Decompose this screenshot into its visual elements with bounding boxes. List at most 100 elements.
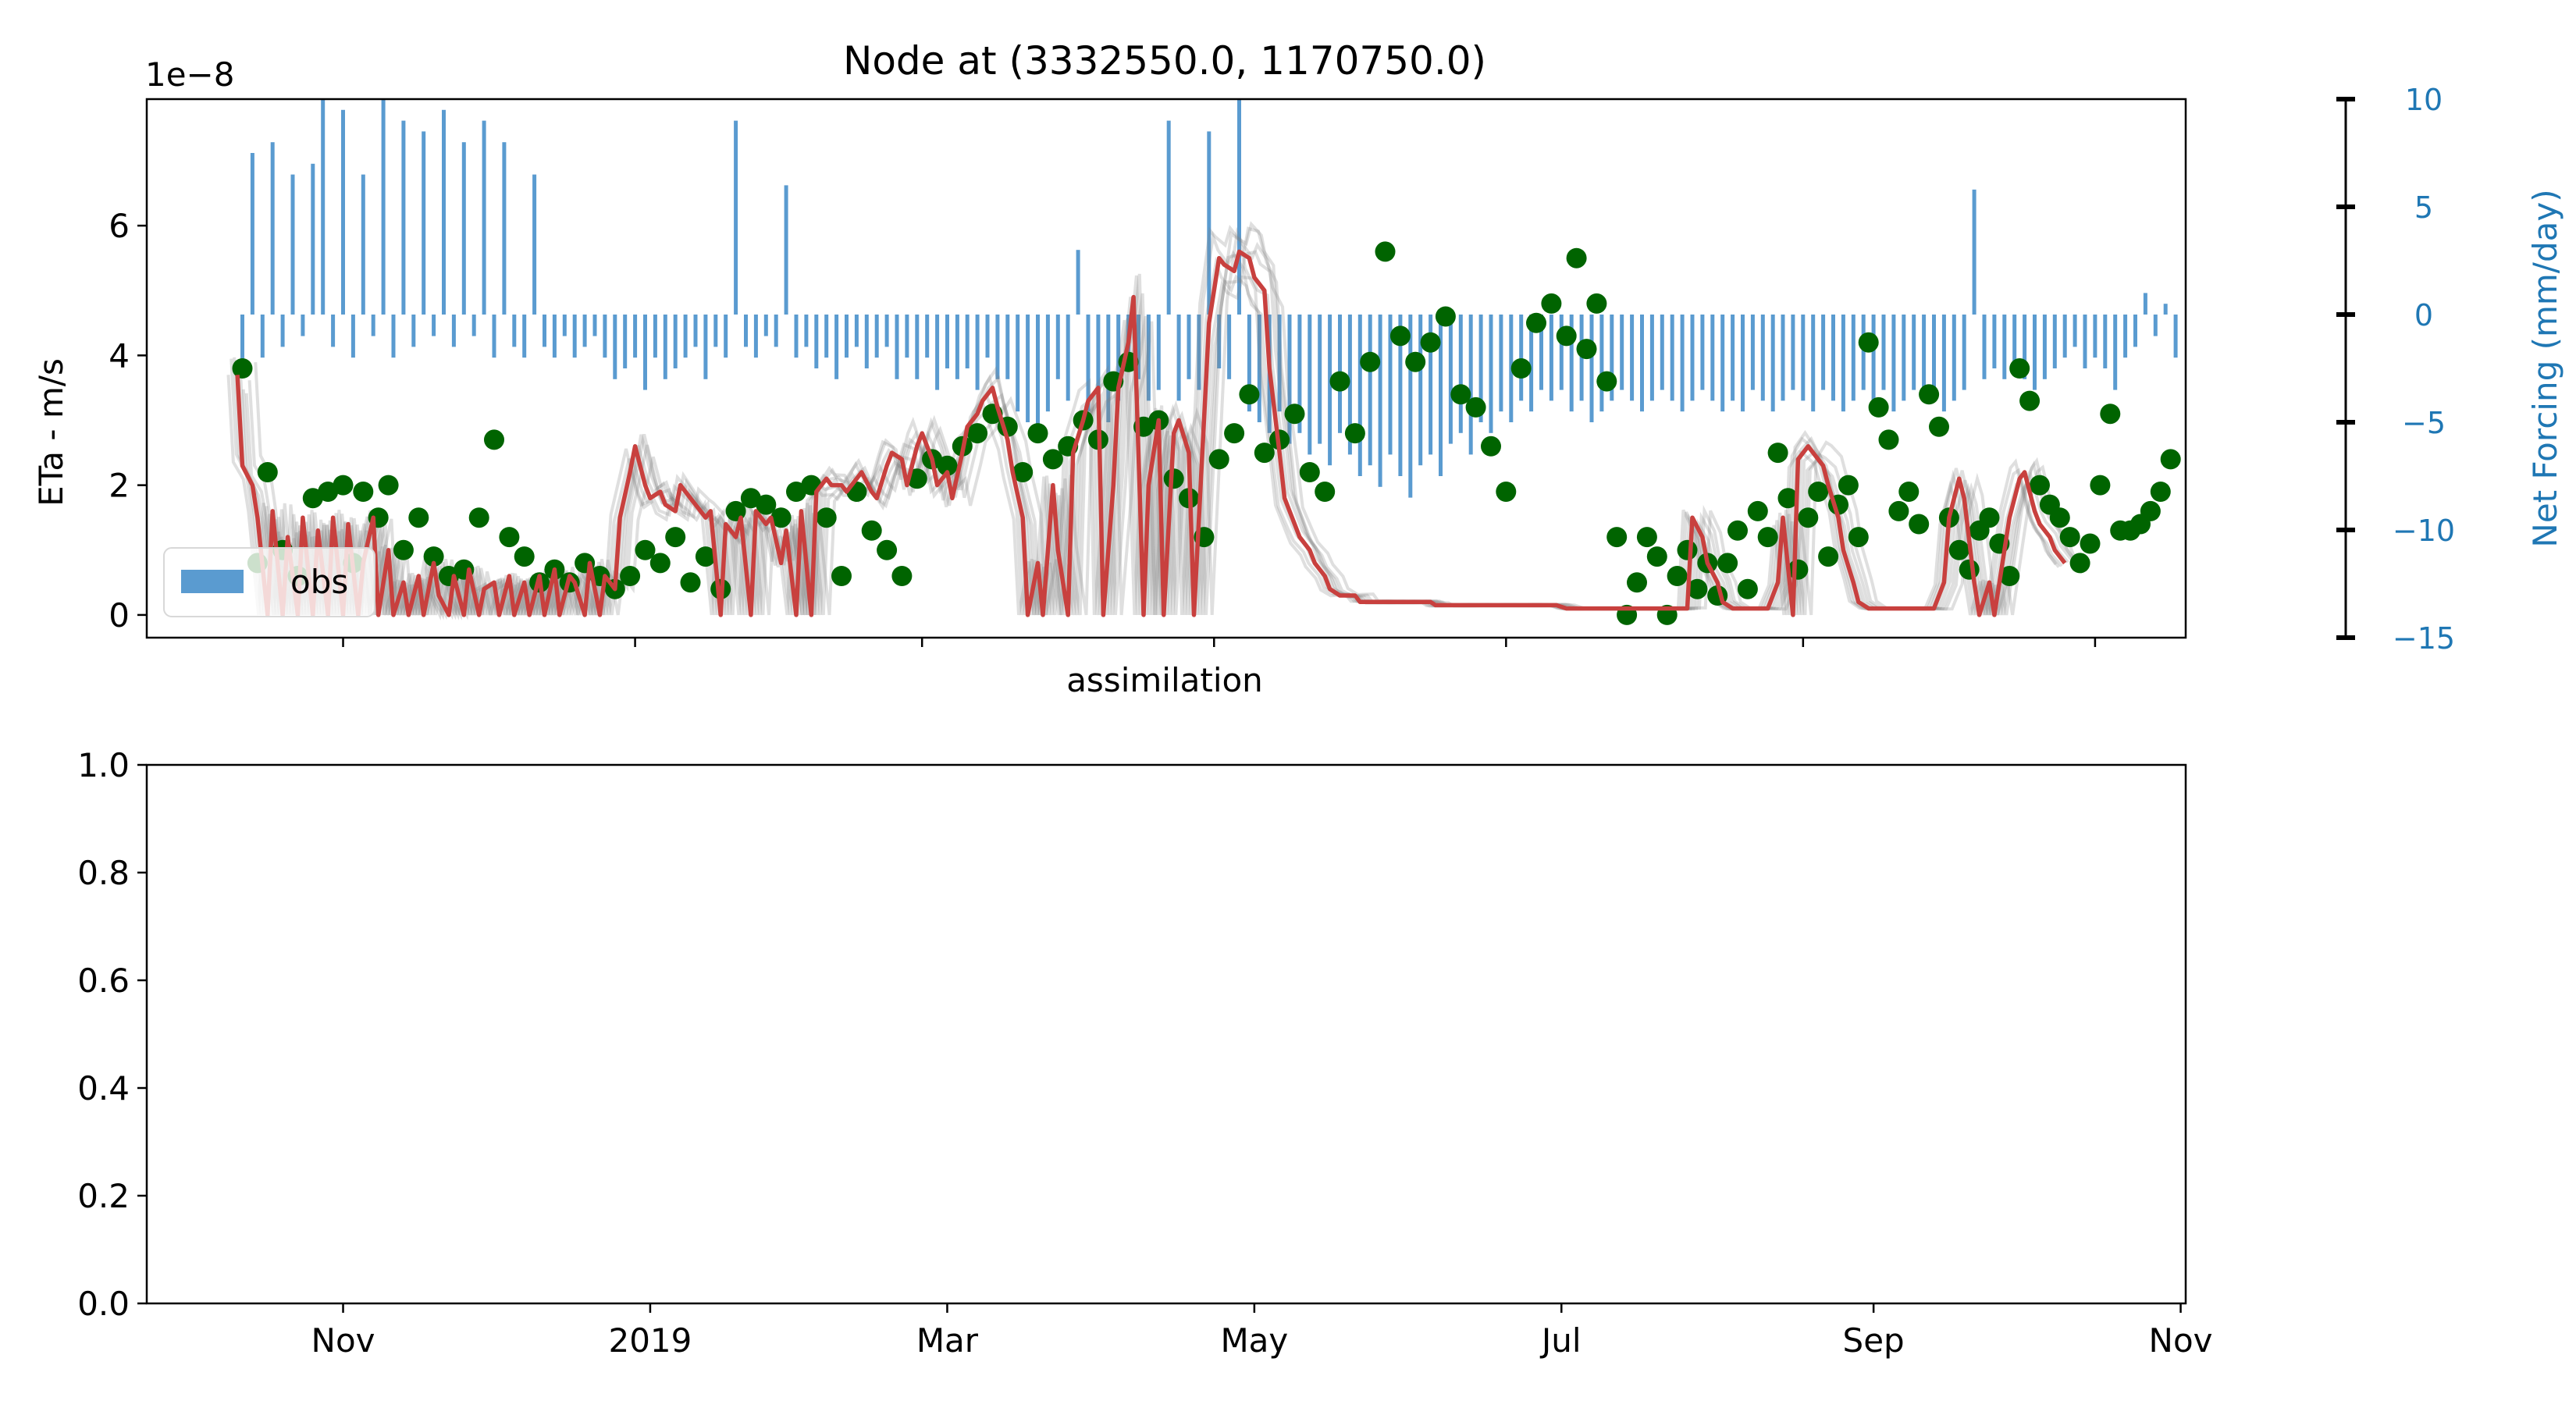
observation-point — [1375, 241, 1396, 261]
forcing-bar — [2033, 315, 2037, 390]
forcing-bar — [271, 142, 275, 315]
forcing-bar — [593, 315, 597, 336]
forcing-bar — [734, 121, 738, 315]
observation-point — [1481, 436, 1501, 457]
forcing-bar — [1962, 315, 1966, 390]
bottom-axes-frame — [147, 765, 2186, 1303]
forcing-bar — [834, 315, 838, 379]
forcing-bar — [1408, 315, 1412, 498]
observation-point — [681, 572, 701, 592]
observation-point — [2050, 507, 2070, 528]
y-tick-label: 0 — [109, 596, 130, 635]
forcing-bar — [372, 315, 375, 336]
forcing-bar — [1489, 315, 1493, 433]
forcing-bar — [1691, 315, 1695, 400]
forcing-bar — [966, 315, 970, 368]
forcing-bar — [935, 315, 939, 390]
forcing-bar — [1731, 315, 1735, 400]
observation-point — [2070, 553, 2090, 573]
forcing-bar — [774, 315, 778, 347]
right-axis-tick-label: −15 — [2393, 621, 2455, 656]
forcing-bar — [875, 315, 879, 357]
observation-point — [1768, 443, 1788, 463]
forcing-bar — [824, 315, 828, 357]
forcing-bar — [1681, 315, 1685, 411]
observation-point — [2140, 501, 2161, 521]
forcing-bar — [785, 185, 788, 315]
observation-point — [1567, 248, 1587, 268]
forcing-bar — [855, 315, 859, 347]
forcing-bar — [2073, 315, 2077, 347]
forcing-bar — [2113, 315, 2117, 390]
forcing-bar — [2123, 315, 2127, 357]
forcing-bar — [653, 315, 657, 357]
observation-point — [1627, 572, 1647, 592]
forcing-bar — [1066, 315, 1070, 400]
forcing-bar — [1640, 315, 1644, 411]
forcing-bar — [664, 315, 667, 379]
observation-point — [891, 566, 912, 586]
forcing-bar — [1862, 315, 1866, 390]
right-axis-tick-label: 0 — [2414, 298, 2433, 332]
observation-point — [1511, 358, 1532, 379]
forcing-bar — [1761, 315, 1765, 400]
forcing-bar — [472, 315, 476, 336]
observation-point — [1315, 482, 1335, 502]
forcing-bar — [301, 315, 304, 336]
forcing-bar — [452, 315, 456, 347]
observation-point — [1748, 501, 1768, 521]
forcing-bar — [1005, 315, 1009, 379]
y-offset-text: 1e−8 — [145, 55, 234, 94]
observation-point — [817, 507, 837, 528]
observation-point — [877, 540, 897, 560]
forcing-bar — [905, 315, 909, 357]
forcing-bar — [1882, 315, 1886, 390]
forcing-bar — [392, 315, 396, 357]
observation-point — [1959, 560, 1980, 580]
forcing-bar — [1519, 315, 1523, 400]
forcing-bar — [764, 315, 768, 336]
forcing-bar — [1056, 315, 1060, 379]
forcing-bar — [1791, 315, 1795, 390]
y-tick-label: 0.8 — [77, 854, 130, 892]
forcing-bar — [1046, 315, 1050, 411]
forcing-bar — [1700, 315, 1704, 390]
forcing-bar — [1831, 315, 1835, 400]
forcing-bar — [341, 110, 345, 315]
observation-point — [1637, 527, 1657, 547]
forcing-bar — [1781, 315, 1785, 400]
observation-point — [514, 546, 535, 567]
forcing-bar — [1308, 315, 1311, 454]
forcing-bar — [674, 315, 678, 368]
forcing-bar — [1932, 315, 1936, 390]
forcing-bar — [684, 315, 688, 357]
forcing-bar — [986, 315, 990, 357]
observation-point — [2100, 404, 2120, 424]
y-tick-label: 2 — [109, 467, 130, 505]
forcing-bar — [291, 175, 295, 315]
forcing-bar — [1891, 315, 1895, 411]
forcing-bar — [1167, 121, 1171, 315]
x-tick-label: May — [1220, 1321, 1288, 1360]
forcing-bar — [442, 110, 446, 315]
observation-point — [2090, 475, 2110, 496]
observation-point — [353, 482, 373, 502]
forcing-bar — [331, 315, 335, 347]
forcing-bar — [724, 315, 728, 357]
right-axis-tick-label: 5 — [2414, 190, 2433, 225]
forcing-bar — [462, 142, 466, 315]
forcing-bar — [432, 315, 436, 336]
forcing-bar — [925, 315, 929, 357]
forcing-bar — [1952, 315, 1956, 400]
y-tick-label: 0.6 — [77, 962, 130, 1000]
forcing-bar — [361, 175, 365, 315]
forcing-bar — [543, 315, 546, 347]
forcing-bar — [1821, 315, 1825, 390]
forcing-bar — [553, 315, 557, 357]
observation-point — [1808, 482, 1828, 502]
observation-point — [1909, 514, 1929, 535]
observation-point — [1980, 507, 2000, 528]
forcing-bar — [1157, 315, 1161, 390]
observation-point — [408, 507, 429, 528]
forcing-bar — [1912, 315, 1916, 390]
